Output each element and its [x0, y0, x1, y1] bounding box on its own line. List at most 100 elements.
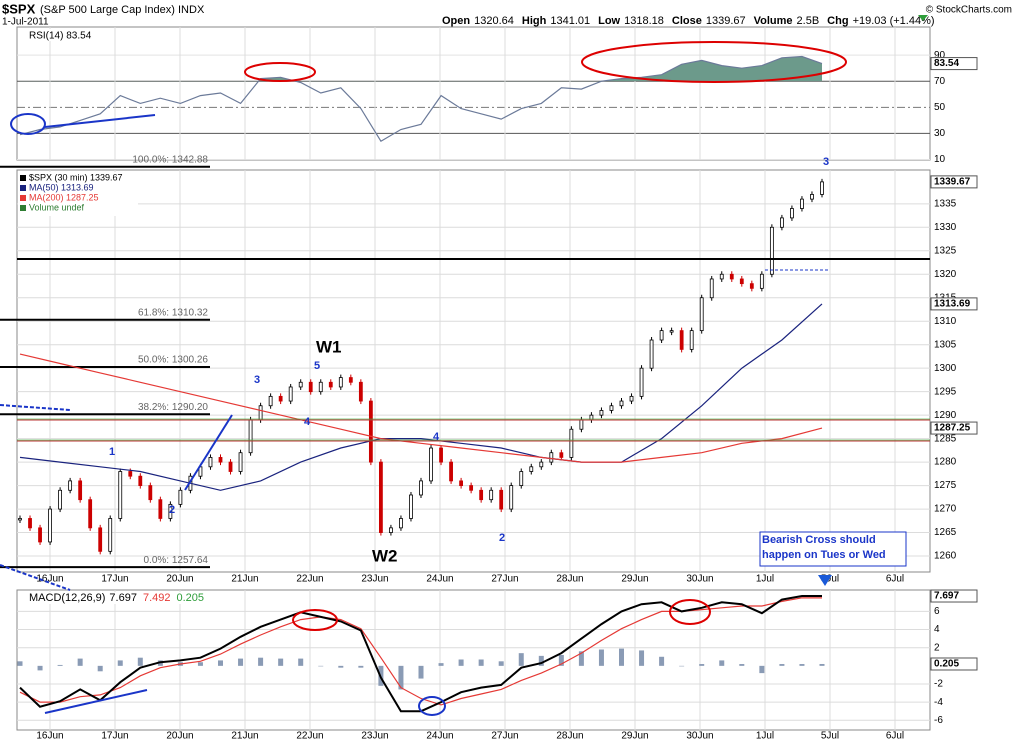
candle [539, 461, 544, 468]
x-tick-label: 24Jun [426, 574, 453, 585]
y-tick-label: 1300 [934, 363, 957, 374]
candle [389, 527, 393, 533]
trend-line [44, 689, 148, 714]
macd-value: 7.492 [143, 592, 171, 604]
candle [499, 489, 504, 510]
candle [108, 518, 113, 552]
y-tick-label: 1325 [934, 245, 957, 256]
candle [138, 475, 143, 486]
histogram-bar [538, 655, 544, 666]
x-tick-label: 1Jul [756, 731, 774, 742]
histogram-bar [338, 665, 344, 668]
histogram-bar [598, 649, 604, 666]
wave-label: 3 [823, 156, 829, 168]
candle [479, 489, 484, 501]
wave-label: 2 [169, 504, 175, 516]
candle [38, 527, 42, 543]
x-tick-label: 23Jun [361, 731, 388, 742]
candle [609, 405, 614, 411]
quote-label: Open [442, 15, 470, 27]
fib-label: 38.2%: 1290.20 [138, 402, 208, 413]
price-panel [16, 169, 931, 573]
candle [559, 452, 564, 458]
candle [308, 381, 313, 393]
candle [489, 489, 494, 501]
x-tick-label: 24Jun [426, 731, 453, 742]
candle [429, 447, 433, 482]
x-tick-label: 6Jul [886, 731, 904, 742]
series-line [19, 353, 823, 463]
histogram-bar [137, 657, 143, 666]
candle [769, 226, 774, 275]
candle [689, 330, 694, 350]
candle [28, 518, 32, 529]
y-tick-label: 1275 [934, 480, 957, 491]
macd-title: MACD(12,26,9) [29, 592, 105, 604]
trend-line [44, 114, 156, 128]
histogram-bar [819, 663, 825, 666]
symbol: $SPX [2, 1, 36, 16]
value-box [930, 589, 978, 603]
x-tick-label: 1Jul [756, 574, 774, 585]
x-tick-label: 16Jun [36, 731, 63, 742]
x-tick-label: 5Jul [821, 574, 839, 585]
value-box [930, 175, 978, 189]
y-tick-label: 50 [934, 102, 946, 113]
histogram-bar [619, 648, 624, 666]
x-tick-label: 22Jun [296, 574, 323, 585]
candle [98, 527, 103, 552]
legend-swatch [20, 185, 26, 191]
histogram-bar [97, 665, 103, 672]
candle [118, 471, 123, 519]
histogram-bar [238, 658, 244, 666]
candle [619, 400, 624, 407]
legend-label: MA(200) 1287.25 [29, 192, 99, 202]
legend-label: $SPX (30 min) 1339.67 [29, 172, 123, 182]
candle [800, 198, 804, 209]
x-tick-label: 5Jul [821, 731, 839, 742]
highlight-ellipse [10, 113, 46, 135]
macd-value: 0.205 [176, 592, 204, 604]
y-tick-label: -4 [934, 697, 943, 708]
wave-label: 5 [314, 360, 320, 372]
value-box-label: 83.54 [934, 58, 959, 69]
y-tick-label: 1265 [934, 527, 957, 538]
y-tick-label: 1285 [934, 433, 957, 444]
x-tick-label: 20Jun [166, 574, 193, 585]
candle [790, 208, 794, 219]
series-line [19, 55, 823, 143]
value-box-label: 7.697 [934, 591, 959, 602]
wave-label: W1 [316, 337, 342, 356]
y-tick-label: 90 [934, 50, 946, 61]
candle [288, 386, 293, 402]
legend-label: MA(50) 1313.69 [29, 182, 94, 192]
histogram-bar [57, 664, 63, 666]
histogram-bar [278, 658, 284, 666]
candle [148, 485, 153, 501]
candle [599, 410, 604, 416]
candle [358, 381, 363, 402]
x-tick-label: 30Jun [686, 731, 713, 742]
highlight-ellipse [418, 696, 446, 716]
highlight-ellipse [292, 609, 338, 631]
legend-bg [18, 172, 138, 216]
candle [629, 395, 634, 402]
x-tick-label: 21Jun [231, 731, 258, 742]
value-box [930, 421, 978, 435]
wave-label: 2 [499, 532, 505, 544]
fib-label: 0.0%: 1257.64 [144, 555, 209, 566]
histogram-bar [578, 651, 584, 666]
candle [679, 330, 684, 350]
y-tick-label: 1330 [934, 222, 957, 233]
candle [749, 283, 754, 289]
legend-swatch [20, 205, 26, 211]
quote-value: 1341.01 [550, 15, 590, 27]
y-tick-label: 1280 [934, 457, 957, 468]
candle [739, 278, 744, 285]
fib-label: 61.8%: 1310.32 [138, 307, 208, 318]
quote-value: 2.5B [797, 15, 820, 27]
candle [820, 181, 824, 195]
credit: © StockCharts.com [926, 5, 1012, 16]
y-tick-label: 1335 [934, 198, 957, 209]
wave-label: W2 [372, 546, 398, 565]
